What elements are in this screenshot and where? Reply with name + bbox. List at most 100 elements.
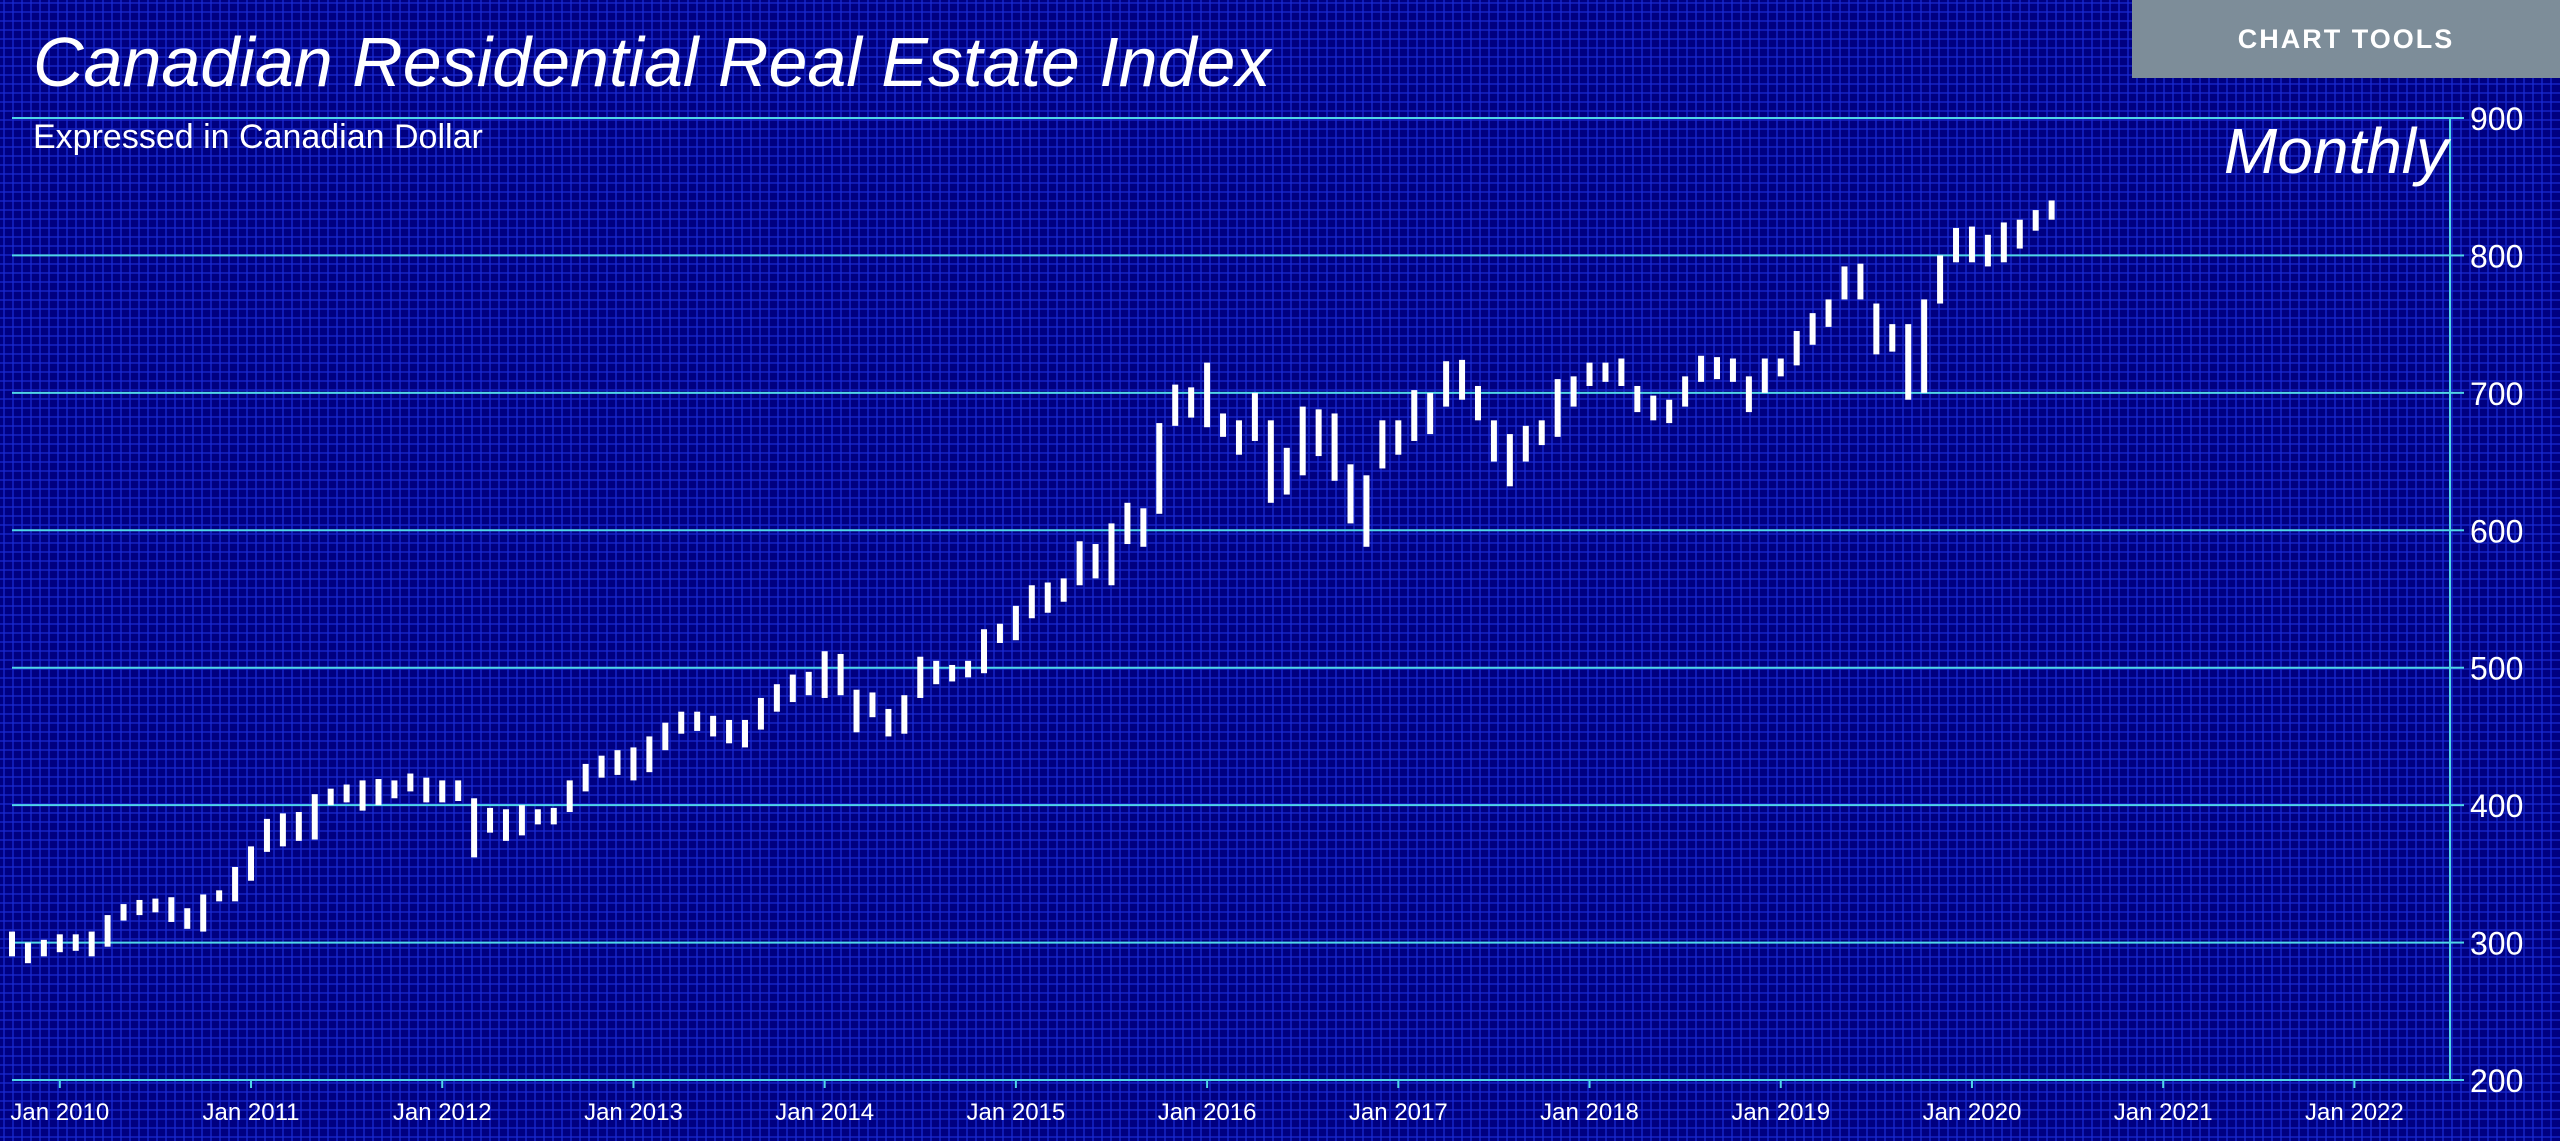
candle: [1092, 544, 1099, 579]
candle: [821, 651, 828, 698]
candle: [1235, 420, 1242, 455]
candle: [1140, 508, 1147, 547]
candle: [1156, 423, 1163, 514]
candle: [327, 788, 334, 806]
candlestick-series: [9, 200, 2055, 964]
candle: [104, 915, 111, 947]
candle: [1395, 420, 1402, 455]
candle: [1570, 376, 1577, 407]
candle: [869, 692, 876, 718]
y-tick-label: 400: [2470, 788, 2523, 824]
candle: [1968, 226, 1975, 263]
candle: [1745, 376, 1752, 413]
candle: [1363, 475, 1370, 547]
candle: [487, 807, 494, 833]
candle: [566, 780, 573, 813]
candle: [216, 890, 223, 902]
candle: [471, 798, 478, 858]
chart-tools-button[interactable]: CHART TOOLS: [2132, 0, 2560, 78]
candle: [279, 813, 286, 847]
candle: [1761, 358, 1768, 393]
candle: [1459, 359, 1466, 400]
candle: [1602, 362, 1609, 382]
candle: [168, 897, 175, 922]
candle: [1857, 263, 1864, 300]
candle: [1522, 425, 1529, 462]
candle: [375, 779, 382, 806]
candle: [1443, 361, 1450, 407]
candle: [710, 715, 717, 737]
candle: [1283, 447, 1290, 495]
candle: [1586, 362, 1593, 386]
candle: [837, 653, 844, 696]
x-tick-label: Jan 2015: [966, 1099, 1065, 1126]
candle: [184, 908, 191, 929]
candle: [917, 656, 924, 698]
candle: [1905, 324, 1912, 400]
candle: [1698, 355, 1705, 382]
candle: [757, 697, 764, 730]
candle: [1490, 420, 1497, 462]
candle: [1267, 420, 1274, 503]
candle: [136, 899, 143, 916]
candle: [933, 660, 940, 685]
candle: [455, 780, 462, 802]
candle: [1124, 502, 1131, 545]
candle: [2000, 222, 2007, 263]
candle: [1825, 299, 1832, 327]
candle: [24, 942, 31, 964]
candle: [1937, 255, 1944, 304]
y-tick-label: 200: [2470, 1063, 2523, 1099]
candle: [1729, 358, 1736, 382]
candle: [1411, 390, 1418, 441]
candle: [534, 809, 541, 825]
candle: [295, 812, 302, 841]
candle: [678, 711, 685, 734]
candle: [200, 894, 207, 932]
candle: [662, 722, 669, 751]
candle: [311, 794, 318, 840]
candle: [1299, 406, 1306, 476]
candle: [88, 931, 95, 957]
candle: [1012, 605, 1019, 641]
candle: [359, 780, 366, 811]
candle: [72, 934, 79, 951]
candle: [232, 866, 239, 902]
candle: [1921, 299, 1928, 393]
candle: [1315, 409, 1322, 457]
candle: [1060, 578, 1067, 602]
x-axis-labels: Jan 2010 Jan 2011 Jan 2012 Jan 2013 Jan 2014…: [10, 1099, 2403, 1126]
candle: [805, 671, 812, 696]
x-tick-label: Jan 2020: [1923, 1099, 2022, 1126]
x-tick-label: Jan 2013: [584, 1099, 683, 1126]
candle: [789, 674, 796, 703]
candle: [1108, 523, 1115, 586]
candle: [1506, 434, 1513, 487]
candle: [1984, 234, 1991, 267]
candle: [1474, 385, 1481, 421]
chart-subtitle: Expressed in Canadian Dollar: [33, 118, 483, 156]
y-tick-label: 500: [2470, 651, 2523, 687]
major-gridlines: [12, 117, 2464, 1088]
y-axis-labels: 200 300 400 500 600 700 800 900: [2470, 101, 2523, 1099]
x-tick-label: Jan 2010: [10, 1099, 109, 1126]
candle: [646, 736, 653, 773]
candle: [120, 904, 127, 921]
candle: [1618, 358, 1625, 386]
candle: [407, 773, 414, 792]
candle: [614, 750, 621, 775]
candle: [40, 939, 47, 957]
candle: [1889, 324, 1896, 352]
candle: [550, 807, 557, 825]
candle: [518, 805, 525, 836]
candle: [1220, 413, 1227, 437]
x-tick-label: Jan 2019: [1731, 1099, 1830, 1126]
x-tick-label: Jan 2014: [775, 1099, 874, 1126]
x-tick-label: Jan 2018: [1540, 1099, 1639, 1126]
candle: [502, 809, 509, 841]
y-tick-label: 600: [2470, 513, 2523, 549]
x-tick-label: Jan 2011: [203, 1099, 300, 1126]
candle: [1666, 399, 1673, 424]
